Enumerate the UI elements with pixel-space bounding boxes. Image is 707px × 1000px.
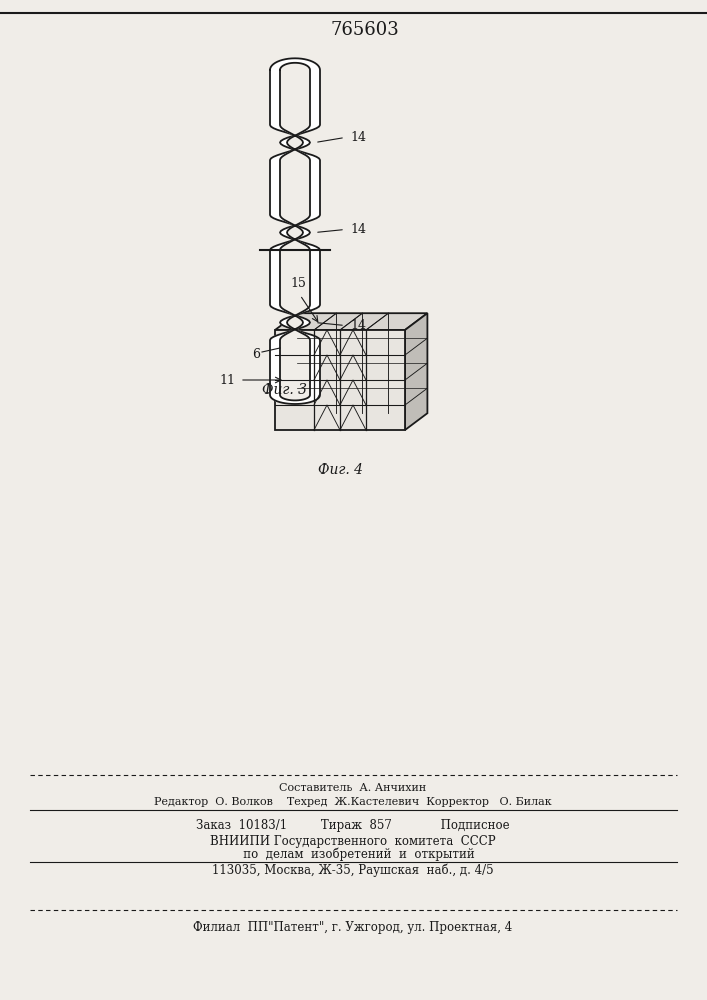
Text: Заказ  10183/1         Тираж  857             Подписное: Заказ 10183/1 Тираж 857 Подписное: [196, 818, 510, 832]
Text: 14: 14: [350, 223, 366, 236]
Text: ВНИИПИ Государственного  комитета  СССР: ВНИИПИ Государственного комитета СССР: [210, 836, 496, 848]
Polygon shape: [280, 63, 310, 400]
Text: 11: 11: [219, 373, 235, 386]
Text: 765603: 765603: [330, 21, 399, 39]
Polygon shape: [275, 313, 428, 330]
Text: Составитель  А. Анчихин: Составитель А. Анчихин: [279, 783, 426, 793]
Text: 113035, Москва, Ж-35, Раушская  наб., д. 4/5: 113035, Москва, Ж-35, Раушская наб., д. …: [212, 863, 493, 877]
Polygon shape: [405, 313, 428, 430]
Text: 6: 6: [252, 349, 260, 361]
Text: 14: 14: [350, 131, 366, 144]
Text: 15: 15: [290, 277, 306, 290]
Text: Редактор  О. Волков    Техред  Ж.Кастелевич  Корректор   О. Билак: Редактор О. Волков Техред Ж.Кастелевич К…: [154, 797, 551, 807]
Text: 14: 14: [350, 319, 366, 332]
Polygon shape: [270, 58, 320, 404]
Polygon shape: [275, 330, 405, 430]
Text: Филиал  ПП"Патент", г. Ужгород, ул. Проектная, 4: Филиал ПП"Патент", г. Ужгород, ул. Проек…: [194, 922, 513, 934]
Text: Фиг. 3: Фиг. 3: [262, 383, 308, 397]
Text: Фиг. 4: Фиг. 4: [317, 463, 363, 477]
Text: по  делам  изобретений  и  открытий: по делам изобретений и открытий: [232, 847, 474, 861]
